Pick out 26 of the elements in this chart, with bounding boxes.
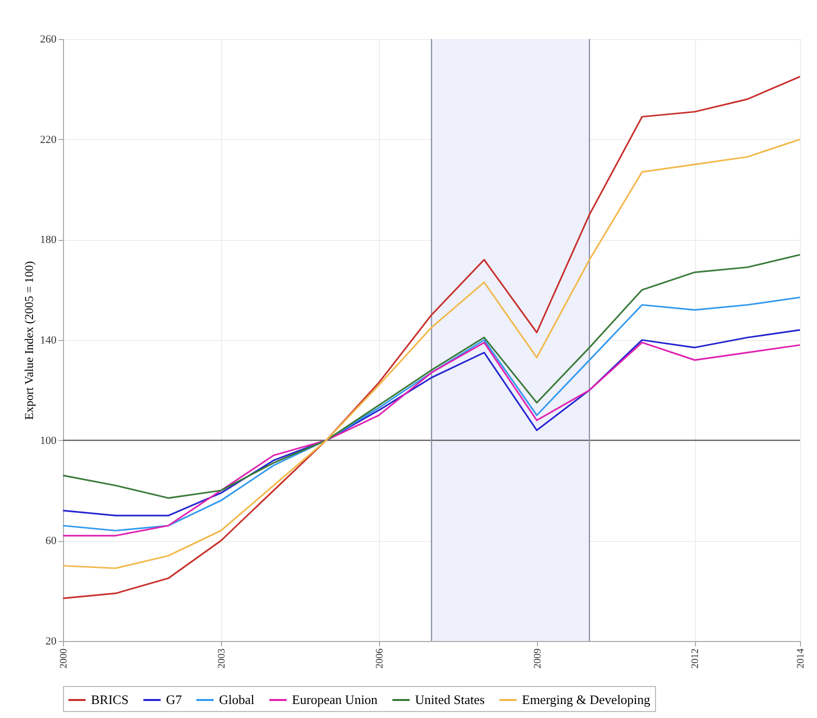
legend-label: Emerging & Developing [522, 692, 651, 707]
x-tick-label: 2009 [532, 648, 544, 668]
x-tick-label: 2000 [58, 648, 70, 668]
y-tick-label: 60 [46, 535, 57, 548]
y-tick-label: 140 [40, 334, 57, 346]
x-tick-label: 2006 [374, 648, 386, 668]
line-series [62, 254, 801, 499]
x-tick-label: 2012 [690, 648, 702, 668]
legend-label: G7 [166, 692, 182, 707]
line-series [62, 76, 801, 600]
legend-label: BRICS [91, 692, 129, 707]
line-series [62, 138, 801, 570]
line-series [62, 296, 801, 532]
y-axis-title: Export Value Index (2005 = 100) [22, 261, 36, 420]
legend-label: European Union [292, 692, 378, 707]
legend-label: United States [415, 692, 485, 707]
line-series [62, 329, 801, 516]
y-tick-label: 180 [40, 234, 57, 246]
y-tick-label: 100 [40, 434, 57, 447]
x-tick-label: 2003 [216, 648, 228, 668]
y-tick-label: 260 [40, 34, 57, 46]
y-tick-label: 20 [46, 636, 57, 648]
x-tick-label: 2014 [796, 648, 806, 668]
y-tick-label: 220 [40, 134, 57, 146]
legend-label: Global [219, 692, 255, 707]
line-series [62, 342, 801, 536]
